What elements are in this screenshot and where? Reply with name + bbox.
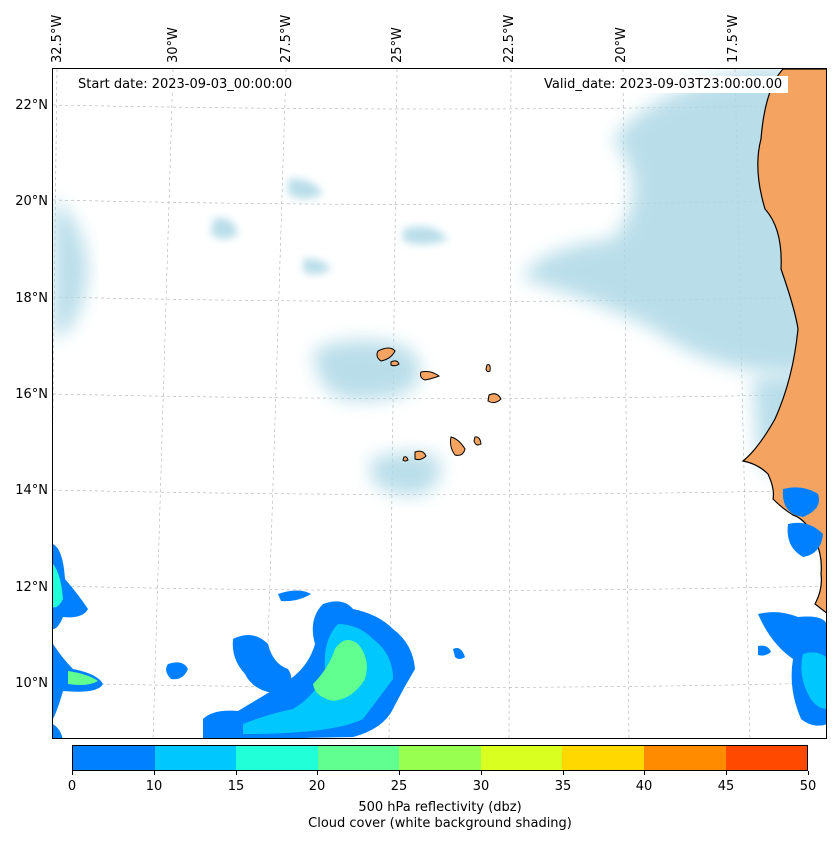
cloud-south-islands bbox=[371, 452, 441, 495]
colorbar-title: 500 hPa reflectivity (dbz) bbox=[358, 800, 522, 815]
parallel-18n bbox=[53, 296, 826, 302]
longitude-label: 17.5°W bbox=[726, 14, 741, 63]
colorbar-tick-mark bbox=[154, 771, 155, 775]
cloud-fleck-1 bbox=[211, 218, 238, 239]
map-canvas bbox=[53, 69, 826, 738]
colorbar-segment bbox=[725, 746, 808, 770]
cloud-cover-shading bbox=[53, 69, 826, 495]
echo-east-4 bbox=[758, 645, 771, 656]
colorbar-tick-label: 40 bbox=[635, 779, 653, 794]
echo-south-main-inner bbox=[313, 640, 367, 701]
colorbar-tick-mark bbox=[236, 771, 237, 775]
colorbar-tick-label: 0 bbox=[67, 779, 77, 794]
start-date-label: Start date: 2023-09-03_00:00:00 bbox=[72, 76, 299, 93]
latitude-label: 14°N bbox=[15, 483, 48, 498]
meridian-17-5w bbox=[734, 69, 751, 738]
colorbar-segment bbox=[643, 746, 726, 770]
colorbar-tick-mark bbox=[808, 771, 809, 775]
echo-south-far-west bbox=[166, 662, 188, 680]
parallel-14n bbox=[53, 489, 826, 495]
colorbar-tick-mark bbox=[317, 771, 318, 775]
colorbar bbox=[72, 745, 808, 771]
parallel-10n bbox=[53, 682, 826, 688]
map-panel bbox=[52, 68, 827, 739]
meridian-20w bbox=[622, 69, 630, 738]
island-sal bbox=[485, 364, 491, 373]
meridian-32-5w bbox=[53, 69, 58, 430]
cloud-fleck-3 bbox=[403, 226, 448, 245]
echo-west-2-inner bbox=[68, 671, 98, 685]
colorbar-tick-mark bbox=[644, 771, 645, 775]
colorbar-tick-mark bbox=[72, 771, 73, 775]
colorbar-tick-label: 50 bbox=[799, 779, 817, 794]
meridian-27-5w bbox=[264, 69, 287, 738]
colorbar-tick-mark bbox=[399, 771, 400, 775]
parallel-20n bbox=[53, 199, 826, 205]
longitude-label: 22.5°W bbox=[502, 14, 517, 63]
island-sao-vicente bbox=[390, 360, 400, 367]
cloud-cape-verde bbox=[314, 340, 421, 401]
colorbar-tick-mark bbox=[726, 771, 727, 775]
echo-south-tiny bbox=[278, 590, 311, 602]
island-brava bbox=[402, 456, 409, 462]
colorbar-tick-label: 25 bbox=[390, 779, 408, 794]
echo-west-1 bbox=[53, 544, 88, 629]
longitude-label: 30°W bbox=[166, 27, 181, 63]
echo-east-1 bbox=[782, 487, 819, 517]
parallel-16n bbox=[53, 393, 826, 399]
meridian-30w bbox=[152, 69, 174, 738]
colorbar-tick-label: 10 bbox=[145, 779, 163, 794]
echo-west-1-inner bbox=[53, 564, 63, 608]
echo-southwest-small bbox=[53, 724, 63, 738]
latitude-label: 18°N bbox=[15, 291, 48, 306]
colorbar-segment bbox=[399, 746, 481, 770]
latitude-label: 12°N bbox=[15, 580, 48, 595]
echo-east-2 bbox=[787, 522, 823, 557]
colorbar-segment bbox=[236, 746, 318, 770]
colorbar-segment bbox=[480, 746, 563, 770]
colorbar-segment bbox=[317, 746, 400, 770]
latitude-label: 20°N bbox=[15, 194, 48, 209]
latitude-label: 10°N bbox=[15, 676, 48, 691]
longitude-label: 32.5°W bbox=[50, 14, 65, 63]
cloud-fleck-4 bbox=[288, 178, 323, 199]
cloud-west-edge bbox=[53, 199, 88, 339]
echo-south-west bbox=[232, 635, 292, 694]
cloud-mass-northeast bbox=[523, 69, 826, 374]
colorbar-tick-label: 30 bbox=[472, 779, 490, 794]
colorbar-tick-label: 15 bbox=[227, 779, 245, 794]
reflectivity-shading bbox=[53, 487, 826, 738]
colorbar-segment bbox=[73, 746, 155, 770]
latitude-label: 22°N bbox=[15, 98, 48, 113]
echo-east-3 bbox=[758, 612, 826, 726]
island-santo-antao bbox=[376, 347, 396, 362]
colorbar-subtitle: Cloud cover (white background shading) bbox=[308, 816, 572, 831]
longitude-label: 20°W bbox=[614, 27, 629, 63]
colorbar-segment bbox=[562, 746, 644, 770]
colorbar-tick-label: 20 bbox=[308, 779, 326, 794]
echo-south-speck bbox=[453, 648, 465, 659]
island-maio bbox=[473, 436, 482, 446]
colorbar-tick-label: 45 bbox=[717, 779, 735, 794]
valid-date-label: Valid_date: 2023-09-03T23:00:00.00 bbox=[538, 76, 789, 93]
longitude-label: 27.5°W bbox=[279, 14, 294, 63]
colorbar-tick-mark bbox=[481, 771, 482, 775]
latitude-label: 16°N bbox=[15, 387, 48, 402]
colorbar-tick-mark bbox=[563, 771, 564, 775]
cape-verde-islands bbox=[376, 347, 502, 462]
island-boa-vista bbox=[487, 393, 502, 404]
island-santiago bbox=[450, 436, 466, 456]
longitude-label: 25°W bbox=[390, 27, 405, 63]
colorbar-tick-label: 35 bbox=[554, 779, 572, 794]
island-sao-nicolau bbox=[420, 371, 441, 381]
island-fogo bbox=[414, 450, 427, 461]
colorbar-segment bbox=[154, 746, 237, 770]
parallel-22n bbox=[53, 104, 826, 110]
cloud-fleck-2 bbox=[303, 258, 331, 275]
parallel-12n bbox=[53, 585, 826, 591]
meridian-22-5w bbox=[508, 69, 512, 738]
echo-east-3-inner bbox=[801, 652, 826, 709]
